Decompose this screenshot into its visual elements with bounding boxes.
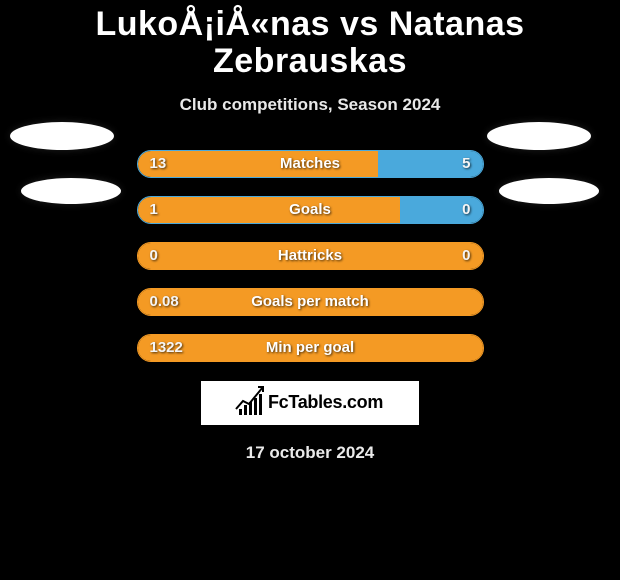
metric-row: 00Hattricks	[138, 243, 483, 269]
player-ellipse	[21, 178, 121, 204]
page-title: LukoÅ¡iÅ«nas vs Natanas Zebrauskas	[0, 0, 620, 81]
metric-label: Min per goal	[138, 335, 483, 361]
logo-box: FcTables.com	[201, 381, 419, 425]
metric-row: 0.08Goals per match	[138, 289, 483, 315]
logo-text: FcTables.com	[268, 392, 383, 413]
date-label: 17 october 2024	[0, 443, 620, 463]
player-ellipse	[499, 178, 599, 204]
metric-row: 1322Min per goal	[138, 335, 483, 361]
player-ellipse	[10, 122, 114, 150]
logo-icon	[237, 391, 263, 415]
metric-label: Hattricks	[138, 243, 483, 269]
player-ellipse	[487, 122, 591, 150]
metric-label: Goals	[138, 197, 483, 223]
metric-label: Matches	[138, 151, 483, 177]
metric-row: 135Matches	[138, 151, 483, 177]
metric-label: Goals per match	[138, 289, 483, 315]
subtitle: Club competitions, Season 2024	[0, 95, 620, 115]
metric-row: 10Goals	[138, 197, 483, 223]
